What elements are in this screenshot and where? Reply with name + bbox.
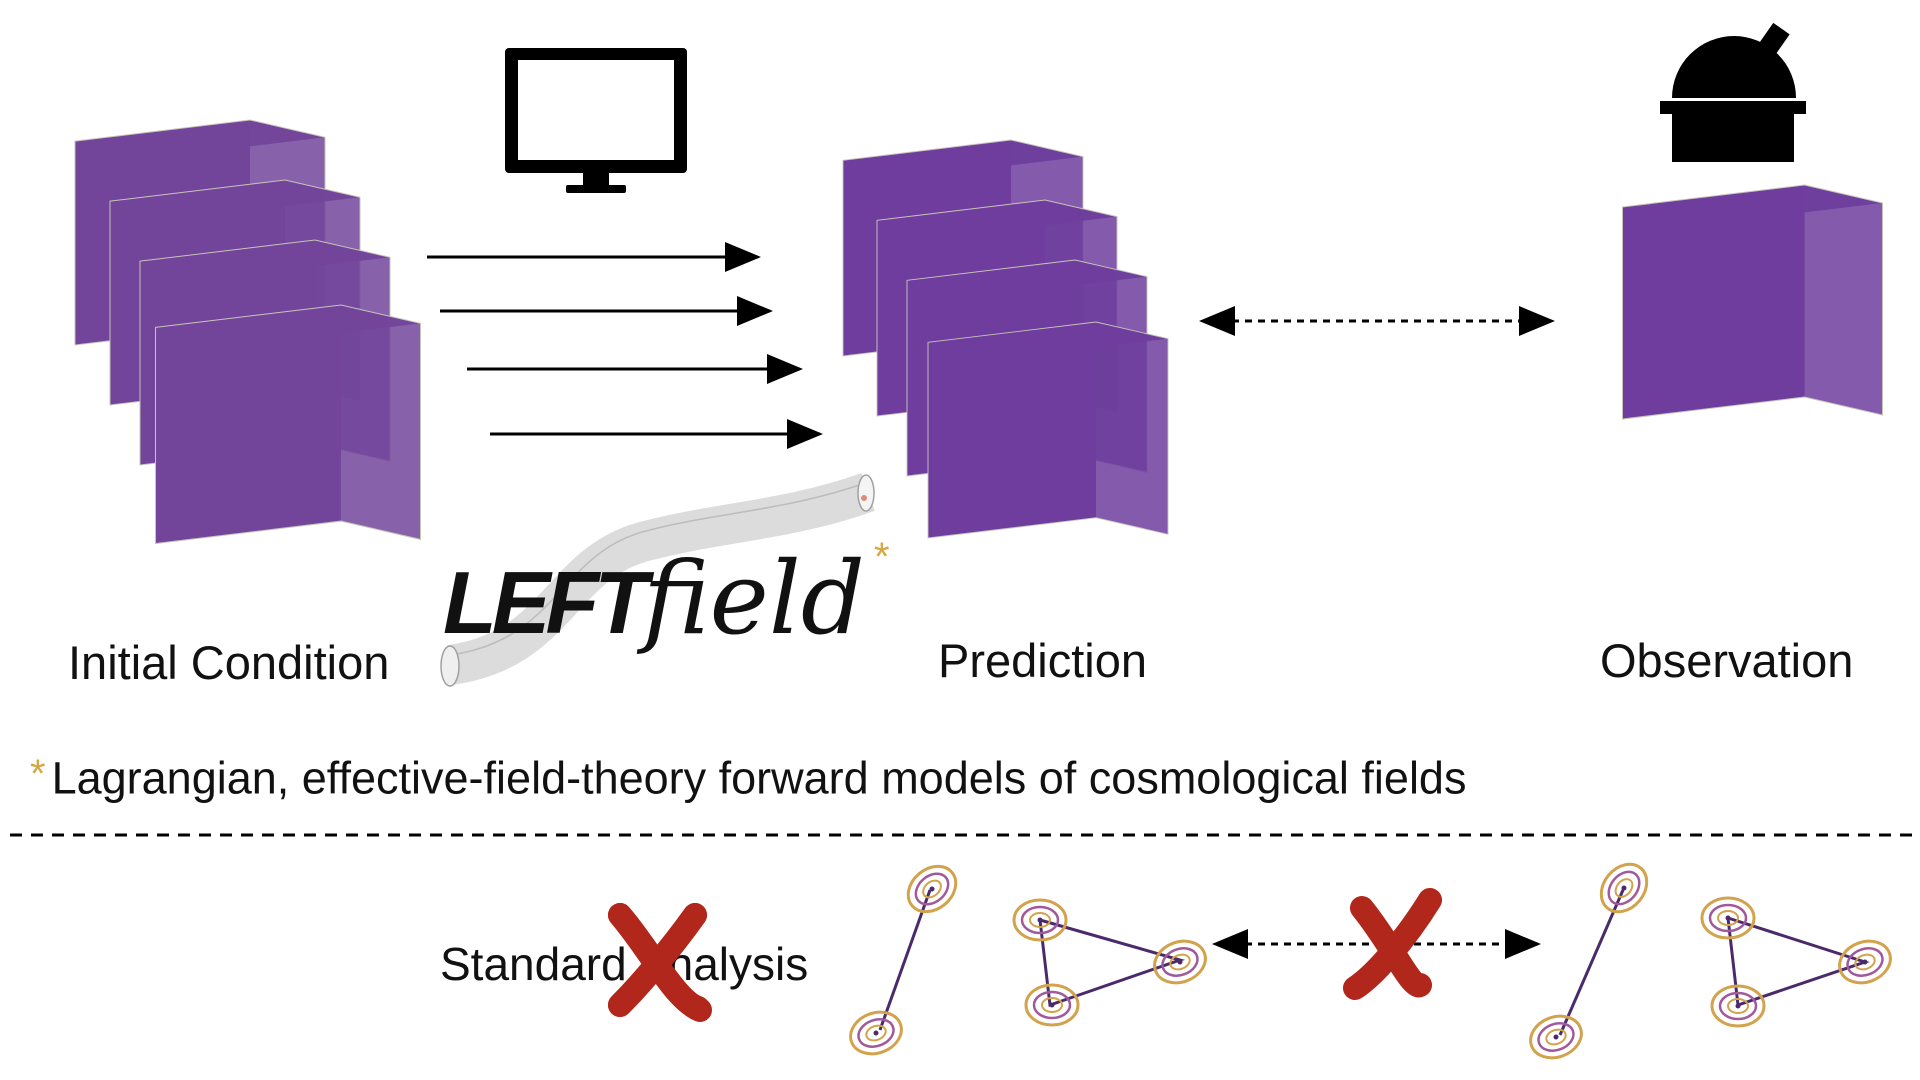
observation-cube	[1621, 184, 1884, 420]
red-x-icon	[1343, 888, 1442, 1000]
footnote-text: Lagrangian, effective-field-theory forwa…	[51, 752, 1467, 804]
contour-triangle-observation	[1700, 896, 1898, 1028]
logo-field-text: field	[642, 540, 865, 657]
ic-cube-4	[154, 304, 422, 545]
logo-asterisk: *	[874, 535, 890, 579]
prediction-cubes	[842, 139, 1169, 539]
footnote: * Lagrangian, effective-field-theory forw…	[30, 752, 1466, 804]
logo-left-text: LEFT	[443, 553, 648, 652]
computer-monitor-icon	[505, 48, 687, 193]
footnote-marker: *	[30, 752, 46, 796]
pred-cube-4	[927, 321, 1169, 539]
contour-pair-prediction	[843, 855, 967, 1063]
initial-condition-cubes	[74, 119, 422, 545]
leftfield-tube-graphic	[440, 473, 875, 687]
standard-analysis-graphics	[843, 853, 1898, 1067]
red-x-overlay	[608, 903, 710, 1020]
standard-analysis-label: Standard Analysis	[440, 938, 809, 990]
initial-condition-label: Initial Condition	[68, 636, 390, 689]
leftfield-logo: LEFTfield	[443, 540, 865, 657]
contour-triangle-prediction	[1012, 898, 1213, 1027]
observation-label: Observation	[1600, 634, 1854, 687]
prediction-label: Prediction	[938, 634, 1147, 687]
forward-arrows	[427, 242, 823, 449]
observatory-icon	[1660, 22, 1806, 162]
contour-pair-observation	[1523, 853, 1658, 1067]
